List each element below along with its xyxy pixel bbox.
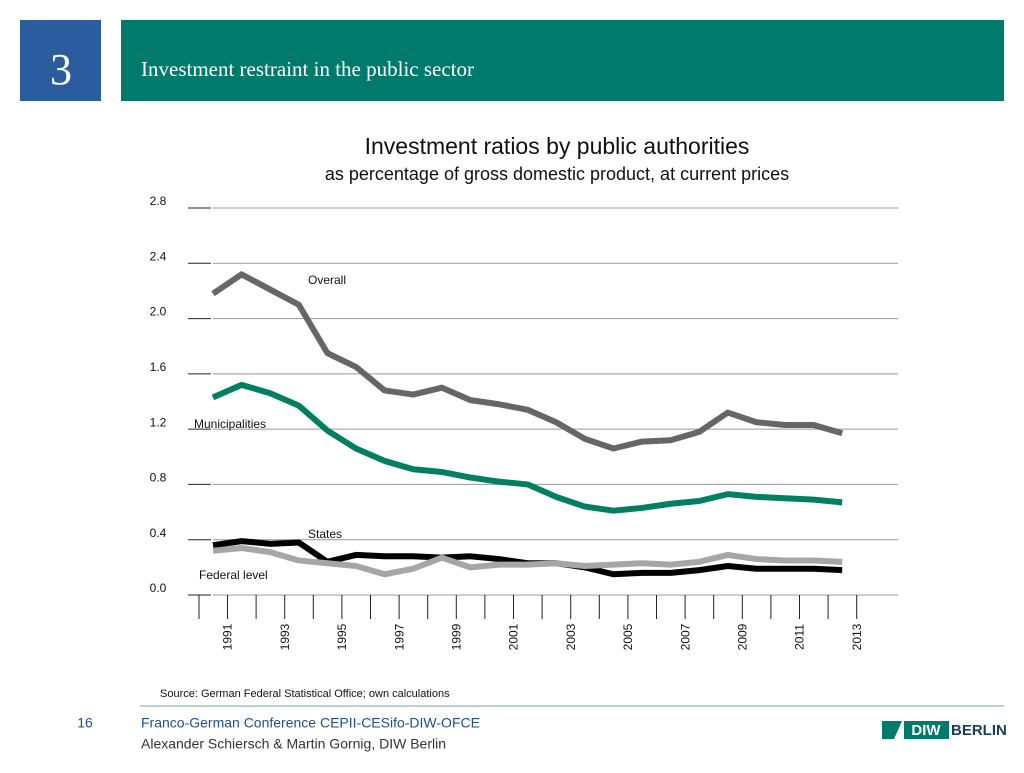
slide-number: 3 (50, 45, 72, 94)
x-tick-label: 1993 (278, 623, 292, 650)
y-tick-label: 0.8 (150, 471, 167, 485)
x-tick-label: 2001 (507, 623, 521, 650)
x-tick-label: 2013 (850, 623, 864, 650)
chart-subtitle: as percentage of gross domestic product,… (325, 164, 789, 184)
x-tick-label: 2003 (564, 623, 578, 650)
page-number: 16 (77, 715, 93, 731)
header-bar (121, 20, 1004, 101)
x-tick-label: 1991 (221, 623, 235, 650)
logo-text: DIW (911, 722, 941, 739)
y-tick-label: 2.0 (150, 305, 167, 319)
series-label: Municipalities (194, 417, 266, 431)
y-tick-label: 0.4 (150, 526, 167, 540)
x-tick-label: 2009 (735, 623, 749, 650)
number-box (20, 20, 101, 101)
series-line (211, 271, 844, 452)
chart-title: Investment ratios by public authorities (365, 133, 750, 159)
logo-box (904, 721, 949, 739)
x-tick-label: 1997 (392, 623, 406, 650)
series-line (212, 545, 843, 578)
logo-mark (882, 721, 902, 739)
series-label: Overall (308, 273, 346, 287)
y-tick-label: 1.2 (150, 415, 167, 429)
x-tick-label: 2007 (678, 623, 692, 650)
y-tick-label: 2.4 (150, 249, 167, 263)
y-tick-label: 2.8 (150, 194, 167, 208)
x-tick-label: 1999 (449, 623, 463, 650)
series-label: Federal level (199, 568, 268, 582)
x-tick-label: 2005 (621, 623, 635, 650)
logo-text: BERLIN (951, 722, 1007, 739)
series-label: States (308, 527, 342, 541)
footer-line: Alexander Schiersch & Martin Gornig, DIW… (141, 736, 446, 752)
x-tick-label: 1995 (335, 623, 349, 650)
y-tick-label: 1.6 (150, 360, 167, 374)
series-line (211, 381, 843, 514)
x-tick-label: 2011 (793, 624, 807, 650)
footer-line: Franco-German Conference CEPII-CESifo-DI… (141, 715, 480, 731)
slide-heading: Investment restraint in the public secto… (141, 57, 474, 81)
y-tick-label: 0.0 (150, 581, 167, 595)
source: Source: German Federal Statistical Offic… (160, 688, 450, 700)
